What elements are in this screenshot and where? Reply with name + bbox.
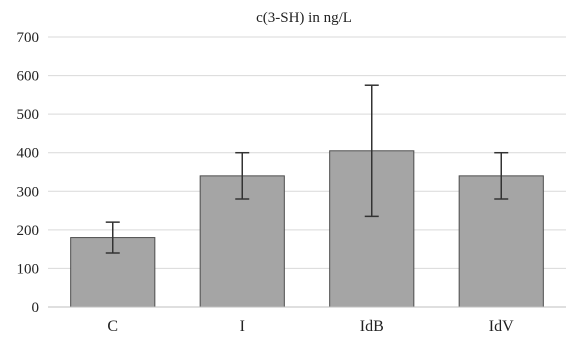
y-tick-label: 400 [17, 146, 40, 162]
bars [70, 150, 544, 308]
x-axis-category-labels: C I IdB IdV [107, 318, 514, 335]
error-bar-idv [494, 151, 509, 200]
x-tick-label: I [240, 318, 245, 335]
y-tick-label: 0 [32, 300, 40, 316]
error-bar-i [235, 151, 250, 200]
y-tick-label: 600 [17, 69, 40, 85]
y-tick-label: 100 [17, 261, 40, 277]
y-tick-label: 200 [17, 223, 40, 239]
y-tick-label: 500 [17, 107, 40, 123]
y-tick-label: 700 [17, 30, 40, 46]
y-tick-label: 300 [17, 184, 40, 200]
x-tick-label: C [107, 318, 118, 335]
chart-title: c(3-SH) in ng/L [256, 10, 352, 26]
error-bar-idb [364, 84, 379, 218]
x-tick-label: IdB [360, 318, 384, 335]
error-bar-c [105, 221, 120, 254]
error-bars [105, 84, 509, 254]
gridlines [48, 36, 566, 269]
y-axis-tick-labels: 0 100 200 300 400 500 600 700 [17, 30, 40, 316]
x-tick-label: IdV [489, 318, 514, 335]
